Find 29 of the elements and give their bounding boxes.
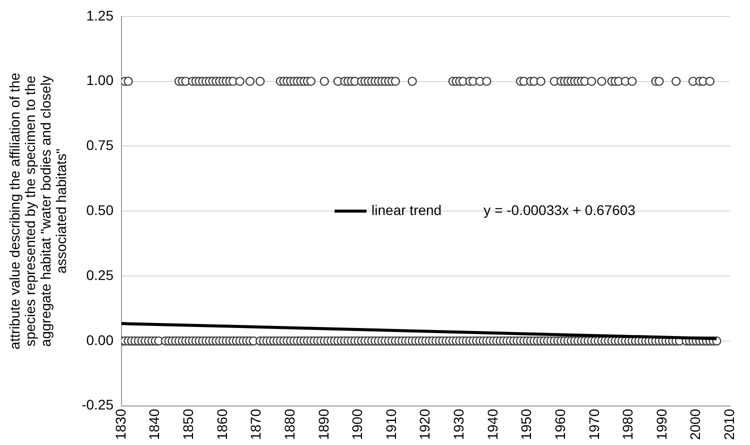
x-tick-label: 2000: [687, 408, 704, 440]
x-tick-label: 1920: [416, 408, 433, 440]
y-axis-title: attribute value describing the affiliation of the species represented by the specimen to the aggregate habitat "water bodies and closely associated habitats": [6, 72, 69, 350]
x-tick-label: 1960: [552, 408, 568, 440]
x-tick-label: 1830: [112, 408, 128, 440]
x-tick-label: 1840: [146, 408, 162, 440]
y-tick-label: 0.75: [86, 137, 114, 154]
x-tick-label: 1850: [180, 408, 196, 440]
y-tick-label: 0.50: [86, 202, 114, 218]
x-tick-label: 1970: [586, 408, 602, 440]
x-tick-label: 1950: [518, 408, 534, 440]
y-tick-label: 1.25: [86, 7, 114, 24]
x-tick-label: 1990: [653, 408, 670, 440]
x-tick-label: 2010: [721, 408, 738, 440]
y-tick-label: -0.25: [82, 396, 114, 413]
x-tick-label: 1890: [315, 408, 332, 440]
x-tick-label: 1940: [484, 408, 500, 440]
y-tick-label: 0.25: [86, 266, 114, 283]
y-tick-label: 0.00: [86, 332, 114, 348]
x-tick-label: 1910: [382, 408, 399, 440]
x-tick-label: 1870: [248, 408, 264, 440]
legend-label: linear trend: [372, 202, 442, 218]
x-tick-label: 1880: [281, 408, 298, 440]
x-tick-label: 1980: [620, 408, 636, 440]
x-tick-label: 1930: [450, 408, 467, 440]
y-tick-label: 1.00: [86, 72, 114, 88]
x-tick-label: 1860: [214, 408, 230, 440]
annotation: y = -0.00033x + 0.67603: [484, 202, 636, 218]
x-tick-label: 1900: [349, 408, 366, 440]
